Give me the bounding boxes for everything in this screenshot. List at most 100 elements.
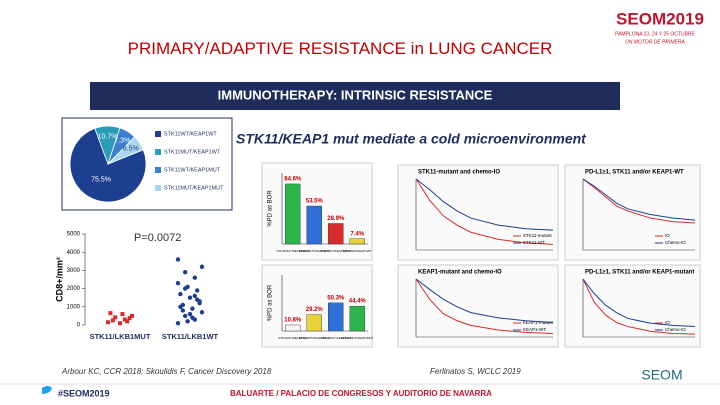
x-tick-label: STK11MUT/KEAP1WT bbox=[320, 336, 351, 340]
point bbox=[180, 308, 185, 313]
legend-label: STK11-WT bbox=[523, 240, 545, 245]
subtitle: STK11/KEAP1 mut mediate a cold microenvi… bbox=[236, 131, 587, 147]
point bbox=[195, 288, 200, 293]
point bbox=[130, 313, 134, 318]
bar bbox=[328, 223, 344, 245]
point bbox=[187, 311, 193, 317]
panel-title: KEAP1-mutant and chemo-IO bbox=[418, 270, 502, 276]
point bbox=[183, 313, 188, 319]
legend-label: Chemo-IO bbox=[665, 327, 686, 332]
bar-label: 53.5% bbox=[306, 199, 324, 205]
panel-title: PD-L1≥1, STK11 and/or KEAP1-mutant bbox=[585, 270, 694, 276]
logo-line: UN MOTOR DE PRIMERA bbox=[625, 39, 685, 45]
logo: SEOM2019 bbox=[616, 9, 704, 28]
point bbox=[113, 315, 118, 320]
point bbox=[190, 315, 195, 320]
citation: Ferlinatos S, WCLC 2019 bbox=[430, 367, 521, 376]
panel bbox=[397, 164, 559, 261]
point bbox=[122, 317, 127, 322]
km-curve bbox=[415, 178, 554, 245]
legend-swatch bbox=[155, 131, 161, 137]
hashtag: #SEOM2019 bbox=[58, 388, 110, 398]
y-axis-label: CD8+/mm² bbox=[54, 257, 64, 302]
bar bbox=[285, 183, 301, 245]
point bbox=[185, 319, 190, 324]
bar-label: 28.9% bbox=[327, 216, 345, 222]
x-tick-label: STK11/LKB1MUT bbox=[90, 332, 151, 341]
pie-slice bbox=[107, 136, 144, 165]
venue: BALUARTE / PALACIO DE CONGRESOS Y AUDITO… bbox=[230, 389, 492, 398]
km-curve bbox=[582, 278, 696, 328]
point bbox=[197, 300, 202, 306]
point bbox=[199, 310, 205, 315]
point bbox=[110, 318, 115, 323]
km-curve bbox=[582, 178, 696, 224]
banner bbox=[90, 82, 620, 110]
slice-label: 10.7% bbox=[98, 133, 118, 140]
point bbox=[127, 316, 132, 321]
point bbox=[178, 304, 183, 309]
x-tick-label: STK11WT/KEAP1MUT bbox=[299, 336, 330, 340]
y-tick-label: 5000 bbox=[67, 232, 81, 238]
x-tick-label: STK11MUT/KEAP1WT bbox=[299, 249, 330, 253]
point bbox=[178, 291, 183, 297]
x-tick-label: STK11MUT/KEAP1MUT bbox=[277, 249, 310, 253]
twitter-icon bbox=[42, 386, 52, 394]
bar bbox=[285, 324, 301, 332]
x-tick-label: STK11MUT/KEAP1MUT bbox=[341, 336, 374, 340]
brand: SEOM bbox=[641, 367, 682, 383]
title-part: RESISTANCE in LUNG CANCER bbox=[299, 39, 553, 58]
bar-label: 44.4% bbox=[349, 299, 367, 305]
point bbox=[195, 297, 200, 302]
bar bbox=[349, 238, 365, 245]
bar-label: 50.3% bbox=[327, 295, 345, 301]
x-tick-label: STK11WT/KEAP1WT bbox=[278, 336, 307, 340]
panel bbox=[397, 264, 559, 348]
point bbox=[175, 280, 181, 286]
point bbox=[108, 311, 113, 316]
x-tick-label: STK11WT/KEAP1MUT bbox=[320, 249, 351, 253]
banner-text: IMMUNOTHERAPY: INTRINSIC RESISTANCE bbox=[218, 87, 493, 102]
point bbox=[175, 257, 181, 262]
bar-label: 7.4% bbox=[350, 231, 364, 237]
y-tick-label: 3000 bbox=[67, 268, 81, 274]
legend-label: Chemo-IO bbox=[665, 240, 686, 245]
bar-label: 29.2% bbox=[306, 307, 324, 313]
legend-label: STK11-mutant bbox=[523, 233, 552, 238]
logo-line: PAMPLONA 23, 24 Y 25 OCTUBRE bbox=[615, 31, 695, 37]
point bbox=[175, 320, 181, 326]
bar bbox=[306, 205, 322, 245]
legend-label: STK11WT/KEAP1WT bbox=[164, 131, 217, 137]
legend-label: STK11MUT/KEAP1WT bbox=[164, 149, 221, 155]
point bbox=[192, 275, 197, 280]
slide-title: PRIMARY/ADAPTIVE RESISTANCE in LUNG CANCE… bbox=[128, 39, 553, 58]
legend-label: KEAP1-mutant bbox=[523, 320, 554, 325]
point bbox=[183, 286, 188, 291]
point bbox=[120, 312, 125, 317]
km-curve bbox=[582, 178, 696, 221]
slice-label: 6.5% bbox=[123, 146, 139, 153]
point bbox=[187, 295, 193, 300]
point bbox=[106, 320, 110, 325]
km-curve bbox=[415, 278, 554, 335]
bar bbox=[328, 302, 344, 332]
x-tick-label: STK11/LKB1WT bbox=[162, 332, 219, 341]
bar-label: 10.8% bbox=[284, 318, 302, 324]
panel bbox=[564, 264, 701, 348]
title-part: PRIMARY/ADAPTIVE bbox=[128, 39, 294, 58]
legend-swatch bbox=[155, 185, 161, 191]
legend-swatch bbox=[155, 149, 161, 155]
panel-title: PD-L1≥1, STK11 and/or KEAP1-WT bbox=[585, 170, 684, 176]
km-curve bbox=[582, 278, 696, 335]
point bbox=[192, 293, 197, 299]
slice-label: 75.5% bbox=[91, 176, 111, 183]
annotation: P=0.0072 bbox=[134, 232, 181, 244]
legend-swatch bbox=[155, 167, 161, 173]
y-tick-label: 2000 bbox=[67, 286, 81, 292]
y-tick-label: 1000 bbox=[67, 304, 81, 310]
legend-label: IO bbox=[665, 233, 670, 238]
point bbox=[125, 319, 130, 324]
km-curve bbox=[415, 178, 554, 231]
legend-label: STK11WT/KEAP1MUT bbox=[164, 167, 221, 173]
